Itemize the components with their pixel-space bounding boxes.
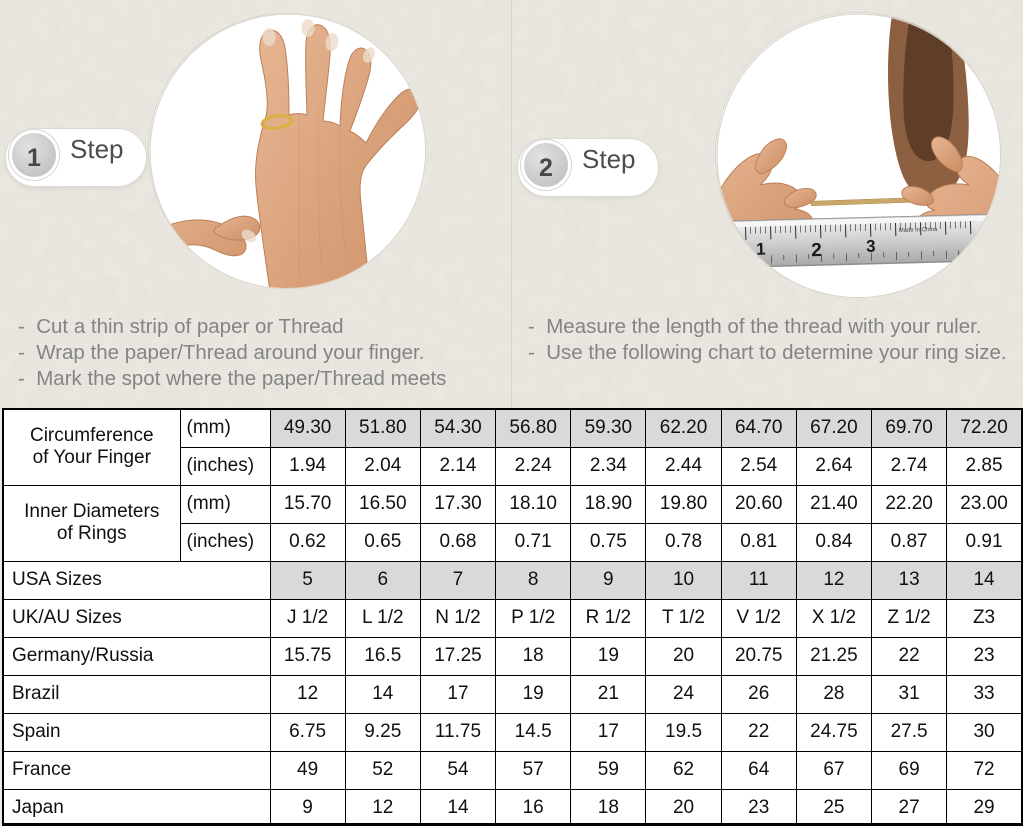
svg-text:3: 3 (866, 237, 876, 256)
svg-text:2: 2 (811, 240, 822, 261)
svg-text:Made in China: Made in China (899, 227, 938, 234)
